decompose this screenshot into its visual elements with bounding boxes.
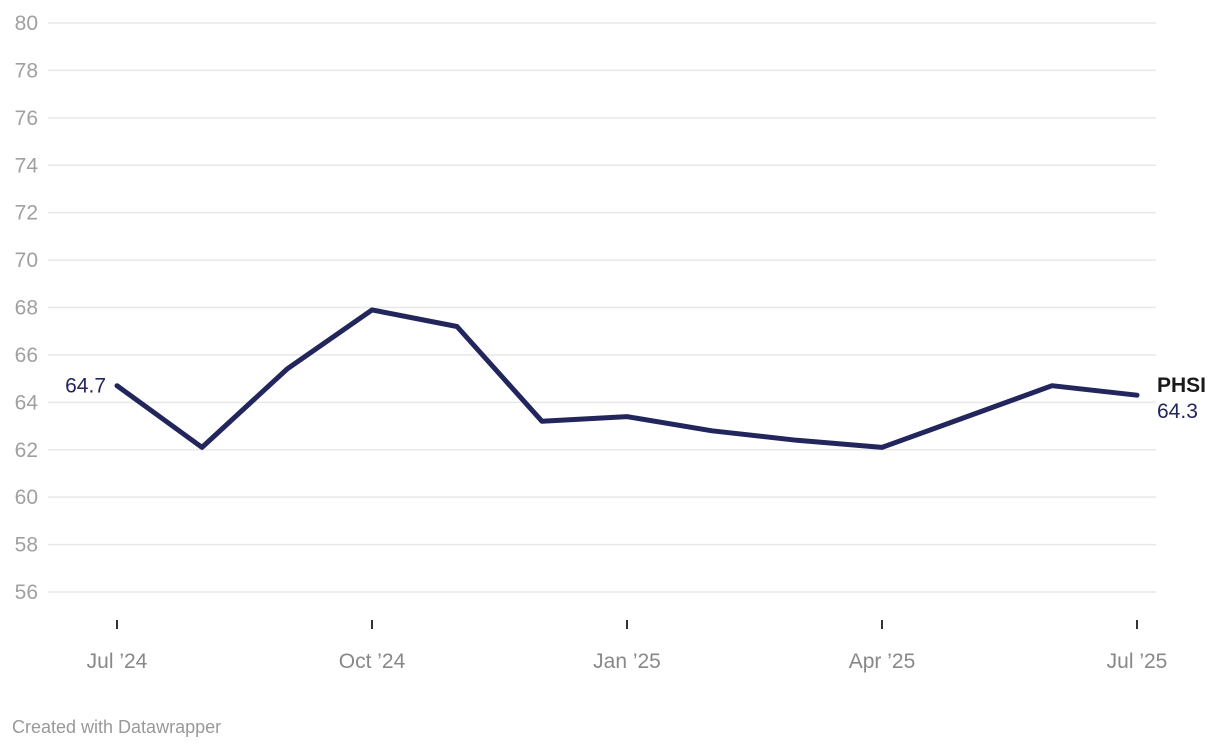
y-axis-label: 68 — [15, 297, 38, 320]
start-value-label: 64.7 — [65, 375, 106, 398]
x-axis-label: Jul ’25 — [1107, 650, 1168, 673]
y-axis-label: 78 — [15, 59, 38, 82]
x-axis-label: Jul ’24 — [87, 650, 148, 673]
y-axis-label: 64 — [15, 391, 39, 414]
x-axis-label: Oct ’24 — [339, 650, 406, 673]
data-line-phsi — [114, 307, 1140, 450]
series-name-label: PHSI — [1157, 374, 1206, 397]
y-axis-label: 72 — [15, 202, 38, 225]
y-axis-label: 58 — [15, 534, 38, 557]
y-axis-label: 62 — [15, 439, 38, 462]
y-axis-label: 80 — [15, 12, 38, 35]
x-axis-label: Jan ’25 — [593, 650, 661, 673]
phsi-line-chart: 80 78 76 74 72 70 68 66 64 62 60 58 56 Jul ’24 Oct ’24… — [15, 12, 1206, 673]
y-axis-label: 76 — [15, 107, 38, 130]
y-axis-label: 66 — [15, 344, 38, 367]
y-axis-label: 74 — [15, 154, 39, 177]
datawrapper-credit: Created with Datawrapper — [12, 717, 222, 737]
y-axis-label: 56 — [15, 581, 38, 604]
x-axis-label: Apr ’25 — [849, 650, 916, 673]
y-axis-label: 60 — [15, 486, 38, 509]
y-axis-label: 70 — [15, 249, 38, 272]
end-value-label: 64.3 — [1157, 400, 1198, 423]
